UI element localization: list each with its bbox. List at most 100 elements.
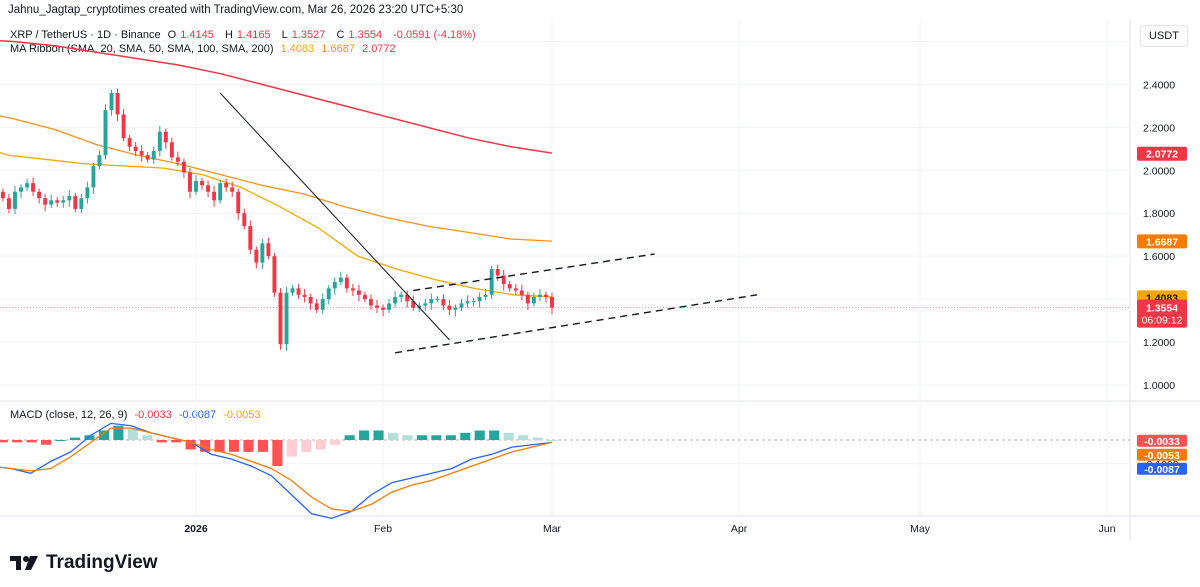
macd-histogram-bar <box>243 440 254 452</box>
candle-body <box>375 305 379 308</box>
candle-body <box>519 290 524 295</box>
candle-body <box>284 292 289 345</box>
symbol-name[interactable]: XRP / TetherUS · 1D · Binance <box>10 29 161 41</box>
candle-body <box>73 196 78 209</box>
macd-histogram-bar <box>127 428 138 440</box>
macd-histogram-bar <box>431 435 442 440</box>
macd-histogram-bar <box>214 440 225 452</box>
macd-histogram-bar <box>12 440 23 443</box>
brand-name: TradingView <box>46 552 158 573</box>
candle-body <box>550 296 554 308</box>
candle-body <box>459 303 464 308</box>
candle-body <box>55 200 60 203</box>
candle-body <box>507 284 512 289</box>
candle-body <box>133 146 138 151</box>
candle-body <box>435 299 440 301</box>
candle-body <box>188 172 192 192</box>
candle-body <box>537 294 542 297</box>
candle-body <box>290 288 295 293</box>
candle-body <box>157 131 162 151</box>
attribution-text: Jahnu_Jagtap_cryptotimes created with Tr… <box>8 4 464 16</box>
ma50-badge: 1.6687 <box>1146 236 1178 248</box>
candle-body <box>326 288 331 300</box>
open-value: 1.4145 <box>180 29 214 41</box>
macd-line-badge-bg <box>1137 462 1187 475</box>
candle-body <box>453 307 458 310</box>
time-tick-label: Apr <box>731 523 748 535</box>
price-tick-label: 2.2000 <box>1143 122 1175 134</box>
macd-histogram-bar <box>518 435 529 440</box>
macd-histogram-bar <box>272 440 283 467</box>
macd-hist-badge: -0.0033 <box>1144 436 1180 448</box>
open-label: O <box>167 29 177 41</box>
candle-body <box>296 288 301 295</box>
time-tick-label: Feb <box>374 523 392 535</box>
macd-histogram-bar <box>445 435 456 440</box>
ma50-badge-bg <box>1137 234 1187 249</box>
currency-button[interactable]: USDT <box>1140 25 1188 47</box>
macd-histogram-bar <box>373 430 384 440</box>
candle-body <box>145 155 150 160</box>
candle-body <box>13 191 17 209</box>
candle-body <box>302 294 307 297</box>
candle-body <box>127 138 132 147</box>
candle-body <box>194 181 198 192</box>
candle-body <box>121 114 126 139</box>
ma-ribbon-name[interactable]: MA Ribbon (SMA, 20, SMA, 50, SMA, 100, S… <box>10 43 274 55</box>
price-tick-label: 1.8000 <box>1143 208 1175 220</box>
macd-histogram-bar <box>546 440 558 441</box>
ma100-badge: 2.0772 <box>1146 149 1178 161</box>
macd-histogram-bar <box>387 432 399 440</box>
candle-body <box>163 131 168 143</box>
candle-body <box>513 288 518 291</box>
macd-line-badge: -0.0087 <box>1144 464 1180 476</box>
macd-histogram-bar <box>228 440 240 452</box>
candle-body <box>423 303 428 306</box>
candle-body <box>115 92 120 115</box>
macd-legend: MACD (close, 12, 26, 9) -0.0033 -0.0087 … <box>10 409 265 421</box>
candle-body <box>344 277 349 289</box>
time-tick-label: Jun <box>1099 523 1116 535</box>
candle-body <box>67 196 72 201</box>
last-price-badge: 1.3554 <box>1146 303 1178 315</box>
candle-body <box>103 110 108 156</box>
macd-histogram-bar <box>171 440 182 443</box>
candle-body <box>254 249 259 263</box>
price-tick-label: 1.2000 <box>1143 337 1175 349</box>
candle-body <box>278 292 283 345</box>
candle-body <box>405 294 410 302</box>
ma-legend: MA Ribbon (SMA, 20, SMA, 50, SMA, 100, S… <box>10 43 400 55</box>
candle-body <box>266 243 271 257</box>
macd-signal-line <box>0 427 553 512</box>
candle-body <box>37 191 42 199</box>
candle-body <box>151 150 156 160</box>
macd-histogram-bar <box>359 430 370 440</box>
macd-histogram-bar <box>55 440 66 441</box>
candle-body <box>399 294 404 297</box>
candle-body <box>441 299 446 306</box>
ma-200-line <box>0 40 553 154</box>
candle-body <box>338 277 343 282</box>
candle-body <box>236 191 241 214</box>
ma50-value: 1.6687 <box>321 43 355 55</box>
macd-histogram-bar <box>142 435 153 440</box>
macd-histogram-bar <box>330 440 341 445</box>
candle-body <box>465 301 470 304</box>
macd-name[interactable]: MACD (close, 12, 26, 9) <box>10 409 128 421</box>
candle-body <box>308 296 313 304</box>
tradingview-logo-icon <box>10 556 38 570</box>
candle-body <box>31 183 36 192</box>
candle-body <box>79 198 84 209</box>
candle-body <box>49 200 54 205</box>
candle-body <box>483 294 488 297</box>
candle-body <box>181 161 186 173</box>
candle-body <box>260 243 265 263</box>
macd-histogram-bar <box>113 425 124 440</box>
ma100-badge-bg <box>1137 146 1187 161</box>
candle-body <box>224 183 229 188</box>
trendline-2 <box>413 253 655 292</box>
price-tick-label: 2.0000 <box>1143 165 1175 177</box>
candle-body <box>6 198 11 209</box>
countdown-badge: 06:09:12 <box>1142 315 1183 327</box>
